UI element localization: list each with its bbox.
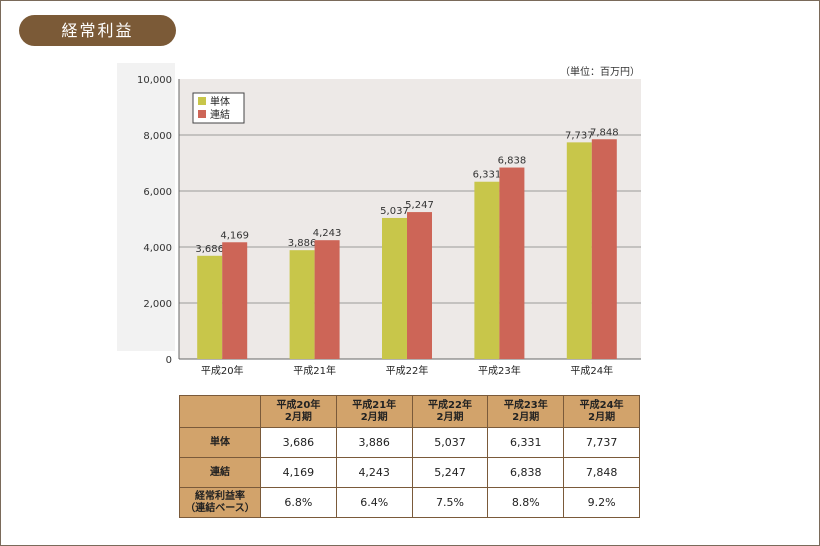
- bar: [407, 212, 432, 359]
- table-cell: 7,848: [563, 457, 640, 488]
- bar: [314, 240, 340, 359]
- y-tick-label: 0: [166, 355, 172, 366]
- legend-label: 連結: [210, 108, 230, 121]
- bar-value-label: 3,686: [195, 244, 224, 255]
- table-cell: 6,331: [487, 427, 565, 458]
- table-column-header: 平成20年 2月期: [260, 395, 337, 428]
- table-cell: 6,838: [487, 457, 565, 488]
- bar-value-label: 6,331: [473, 170, 502, 181]
- x-tick-label: 平成21年: [293, 364, 336, 377]
- y-tick-label: 10,000: [137, 75, 172, 86]
- table-corner-cell: [179, 395, 261, 428]
- x-tick-label: 平成22年: [386, 364, 429, 377]
- table-row-label: 連結: [210, 466, 230, 478]
- table-column-header: 平成22年 2月期: [411, 395, 489, 428]
- table-cell: 8.8%: [487, 487, 565, 518]
- chart-left-panel: [117, 63, 175, 351]
- table-row-header: 連結: [179, 457, 261, 488]
- section-title: 経常利益: [19, 15, 176, 46]
- bar: [289, 250, 315, 359]
- table-body: 単体 3,686 3,886 5,037 6,331 7,737 連結 4,169 4,243 5…: [179, 427, 640, 518]
- table-cell: 7,737: [563, 427, 640, 458]
- x-tick-label: 平成20年: [201, 364, 244, 377]
- table-header-text: 平成20年: [276, 399, 321, 411]
- bar: [222, 242, 248, 359]
- x-tick-label: 平成24年: [570, 364, 613, 377]
- table-cell: 7.5%: [411, 487, 489, 518]
- table-row-label: 経常利益率: [195, 490, 245, 502]
- bar-value-label: 7,737: [565, 130, 594, 141]
- legend-swatch: [198, 97, 206, 105]
- table-column-header: 平成24年 2月期: [563, 395, 640, 428]
- table-header-text: 2月期: [436, 411, 464, 423]
- x-axis: 平成20年 平成21年 平成22年 平成23年 平成24年: [201, 364, 613, 377]
- bar-value-label: 4,243: [313, 228, 342, 239]
- table-row-label: （連結ベース）: [185, 502, 255, 514]
- unit-label: （単位：百万円）: [560, 67, 640, 78]
- x-tick-label: 平成23年: [478, 364, 521, 377]
- bar-value-label: 6,838: [498, 156, 527, 167]
- table-cell: 3,886: [335, 427, 413, 458]
- table-header-text: 平成23年: [503, 399, 548, 411]
- bar-value-label: 5,037: [380, 206, 409, 217]
- table-header-row: 平成20年 2月期 平成21年 2月期 平成22年 2月期 平成23年 2月期 平成24年 2月期: [179, 395, 640, 428]
- bar-value-label: 7,848: [590, 127, 619, 138]
- table-header-text: 平成21年: [352, 399, 397, 411]
- table-cell: 4,169: [260, 457, 337, 488]
- bar: [499, 167, 525, 359]
- bar: [566, 142, 592, 359]
- table-row: 経常利益率 （連結ベース） 6.8% 6.4% 7.5% 8.8% 9.2%: [179, 487, 640, 518]
- bar-value-label: 4,169: [220, 230, 249, 241]
- table-header-text: 平成22年: [428, 399, 472, 411]
- bar: [197, 255, 223, 359]
- bar: [382, 217, 407, 359]
- table-row-header: 経常利益率 （連結ベース）: [179, 487, 261, 518]
- table-header-text: 2月期: [512, 411, 540, 423]
- y-tick-label: 8,000: [143, 131, 172, 142]
- table-header-text: 2月期: [360, 411, 388, 423]
- table-cell: 5,037: [411, 427, 489, 458]
- y-tick-label: 2,000: [143, 299, 172, 310]
- data-table: 平成20年 2月期 平成21年 2月期 平成22年 2月期 平成23年 2月期 平成24年 2月期…: [179, 395, 640, 518]
- table-column-header: 平成21年 2月期: [335, 395, 413, 428]
- bar: [474, 181, 500, 359]
- table-row-header: 単体: [179, 427, 261, 458]
- y-tick-label: 6,000: [143, 187, 172, 198]
- table-cell: 5,247: [411, 457, 489, 488]
- table-column-header: 平成23年 2月期: [487, 395, 565, 428]
- legend-label: 単体: [210, 95, 230, 108]
- table-cell: 9.2%: [563, 487, 640, 518]
- legend-swatch: [198, 110, 206, 118]
- table-header-text: 2月期: [588, 411, 616, 423]
- table-cell: 4,243: [335, 457, 413, 488]
- bar-value-label: 5,247: [405, 200, 434, 211]
- table-header-text: 2月期: [284, 411, 312, 423]
- table-row-label: 単体: [210, 436, 230, 448]
- table-row: 連結 4,169 4,243 5,247 6,838 7,848: [179, 457, 640, 488]
- table-header-text: 平成24年: [579, 399, 624, 411]
- table-cell: 6.4%: [335, 487, 413, 518]
- table-cell: 3,686: [260, 427, 337, 458]
- y-tick-label: 4,000: [143, 243, 172, 254]
- bar-value-label: 3,886: [288, 238, 317, 249]
- table-row: 単体 3,686 3,886 5,037 6,331 7,737: [179, 427, 640, 458]
- table-cell: 6.8%: [260, 487, 337, 518]
- bar: [591, 139, 617, 359]
